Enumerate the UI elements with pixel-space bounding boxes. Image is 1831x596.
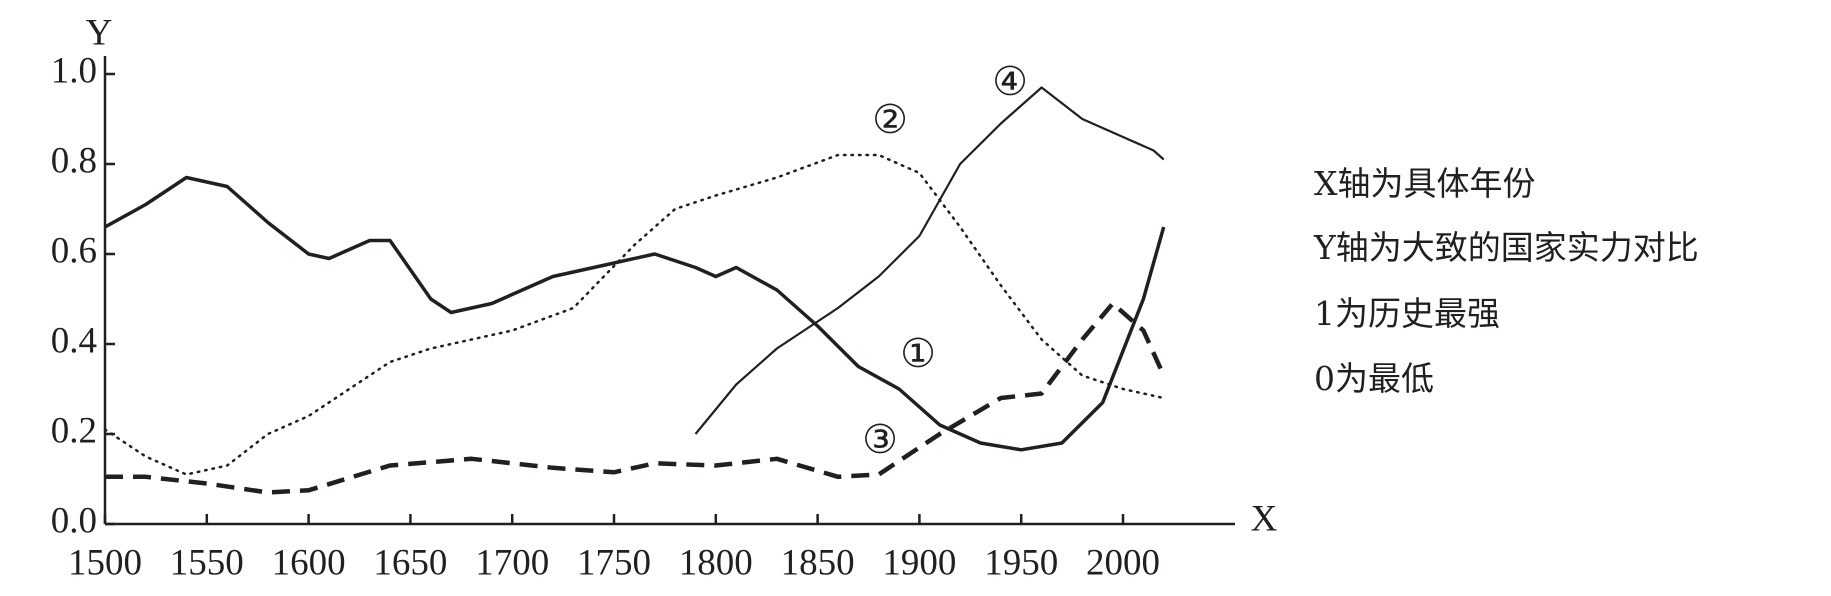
- series-label: ③: [862, 417, 898, 462]
- series-line: [104, 175, 1166, 452]
- series-line: [103, 153, 1165, 476]
- x-tick-label: 1750: [577, 542, 651, 583]
- x-tick-label: 1700: [475, 542, 549, 583]
- y-tick-label: 0.8: [51, 140, 97, 181]
- x-tick-label: 1550: [170, 542, 244, 583]
- y-tick-label: 0.6: [51, 230, 97, 271]
- x-tick-label: 2000: [1086, 542, 1160, 583]
- x-tick-label: 1950: [984, 542, 1058, 583]
- y-tick-label: 0.0: [51, 500, 97, 541]
- series-line: [105, 301, 1166, 495]
- series-label: ②: [872, 97, 908, 142]
- annotation: Y轴为大致的国家实力对比: [1313, 228, 1699, 267]
- x-tick-label: 1500: [68, 542, 142, 583]
- annotation: 0为最低: [1314, 359, 1434, 398]
- y-tick-label: 1.0: [51, 50, 97, 91]
- x-tick-label: 1600: [272, 542, 346, 583]
- series-line: [694, 86, 1165, 435]
- x-tick-label: 1900: [882, 542, 956, 583]
- y-axis-label: Y: [86, 12, 113, 53]
- series-label: ①: [900, 331, 936, 376]
- series-label: ④: [992, 59, 1028, 104]
- y-tick-label: 0.2: [51, 410, 97, 451]
- x-tick-label: 1800: [679, 542, 753, 583]
- annotation: 1为历史最强: [1314, 294, 1500, 333]
- x-axis-label: X: [1251, 498, 1278, 539]
- x-tick-label: 1650: [373, 542, 447, 583]
- annotation: X轴为具体年份: [1314, 164, 1536, 203]
- y-tick-label: 0.4: [51, 320, 97, 361]
- x-tick-label: 1850: [781, 542, 855, 583]
